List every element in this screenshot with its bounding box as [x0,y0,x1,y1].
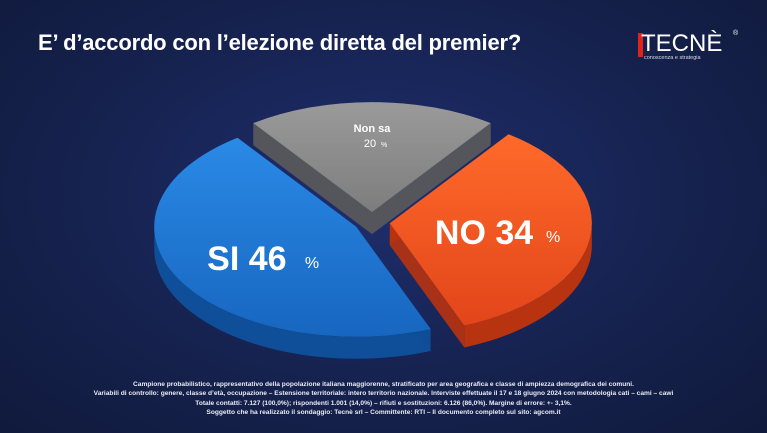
logo-wordmark: TECNÈ [641,30,723,57]
pie-slice-wall [253,123,372,235]
methodology-footnote: Campione probabilistico, rappresentativo… [0,380,767,418]
slice-value-non-sa: 20 [364,138,376,150]
slice-label-si: SI 46 [207,240,286,278]
pie-slice-no [389,134,592,326]
slice-unit-non-sa: % [381,142,387,149]
pie-slice-wall [389,223,465,348]
footnote-line: Variabili di controllo: genere, classe d… [93,390,674,398]
tecne-logo: TECNÈ ® conoscenza e strategia [638,30,742,64]
slice-unit-no: % [546,229,560,246]
logo-red-mark [638,33,643,57]
footnote-line: Totale contatti: 7.127 (100,0%); rispond… [195,399,572,407]
logo-tagline: conoscenza e strategia [644,55,701,61]
footnote-line: Soggetto che ha realizzato il sondaggio:… [206,409,561,417]
pie-slice-si [154,137,431,337]
pie-slice-wall [372,123,491,235]
logo-registered-mark: ® [733,30,739,37]
chart-title: E’ d’accordo con l’elezione diretta del … [38,30,522,55]
slice-label-non-sa: Non sa [354,123,392,135]
slice-unit-si: % [305,255,319,272]
pie-slice-side [154,226,431,359]
slice-label-no: NO 34 [435,214,533,252]
footnote-line: Campione probabilistico, rappresentativo… [133,381,634,388]
pie-slice-non-sa [253,102,491,213]
pie-slice-side [464,223,592,348]
